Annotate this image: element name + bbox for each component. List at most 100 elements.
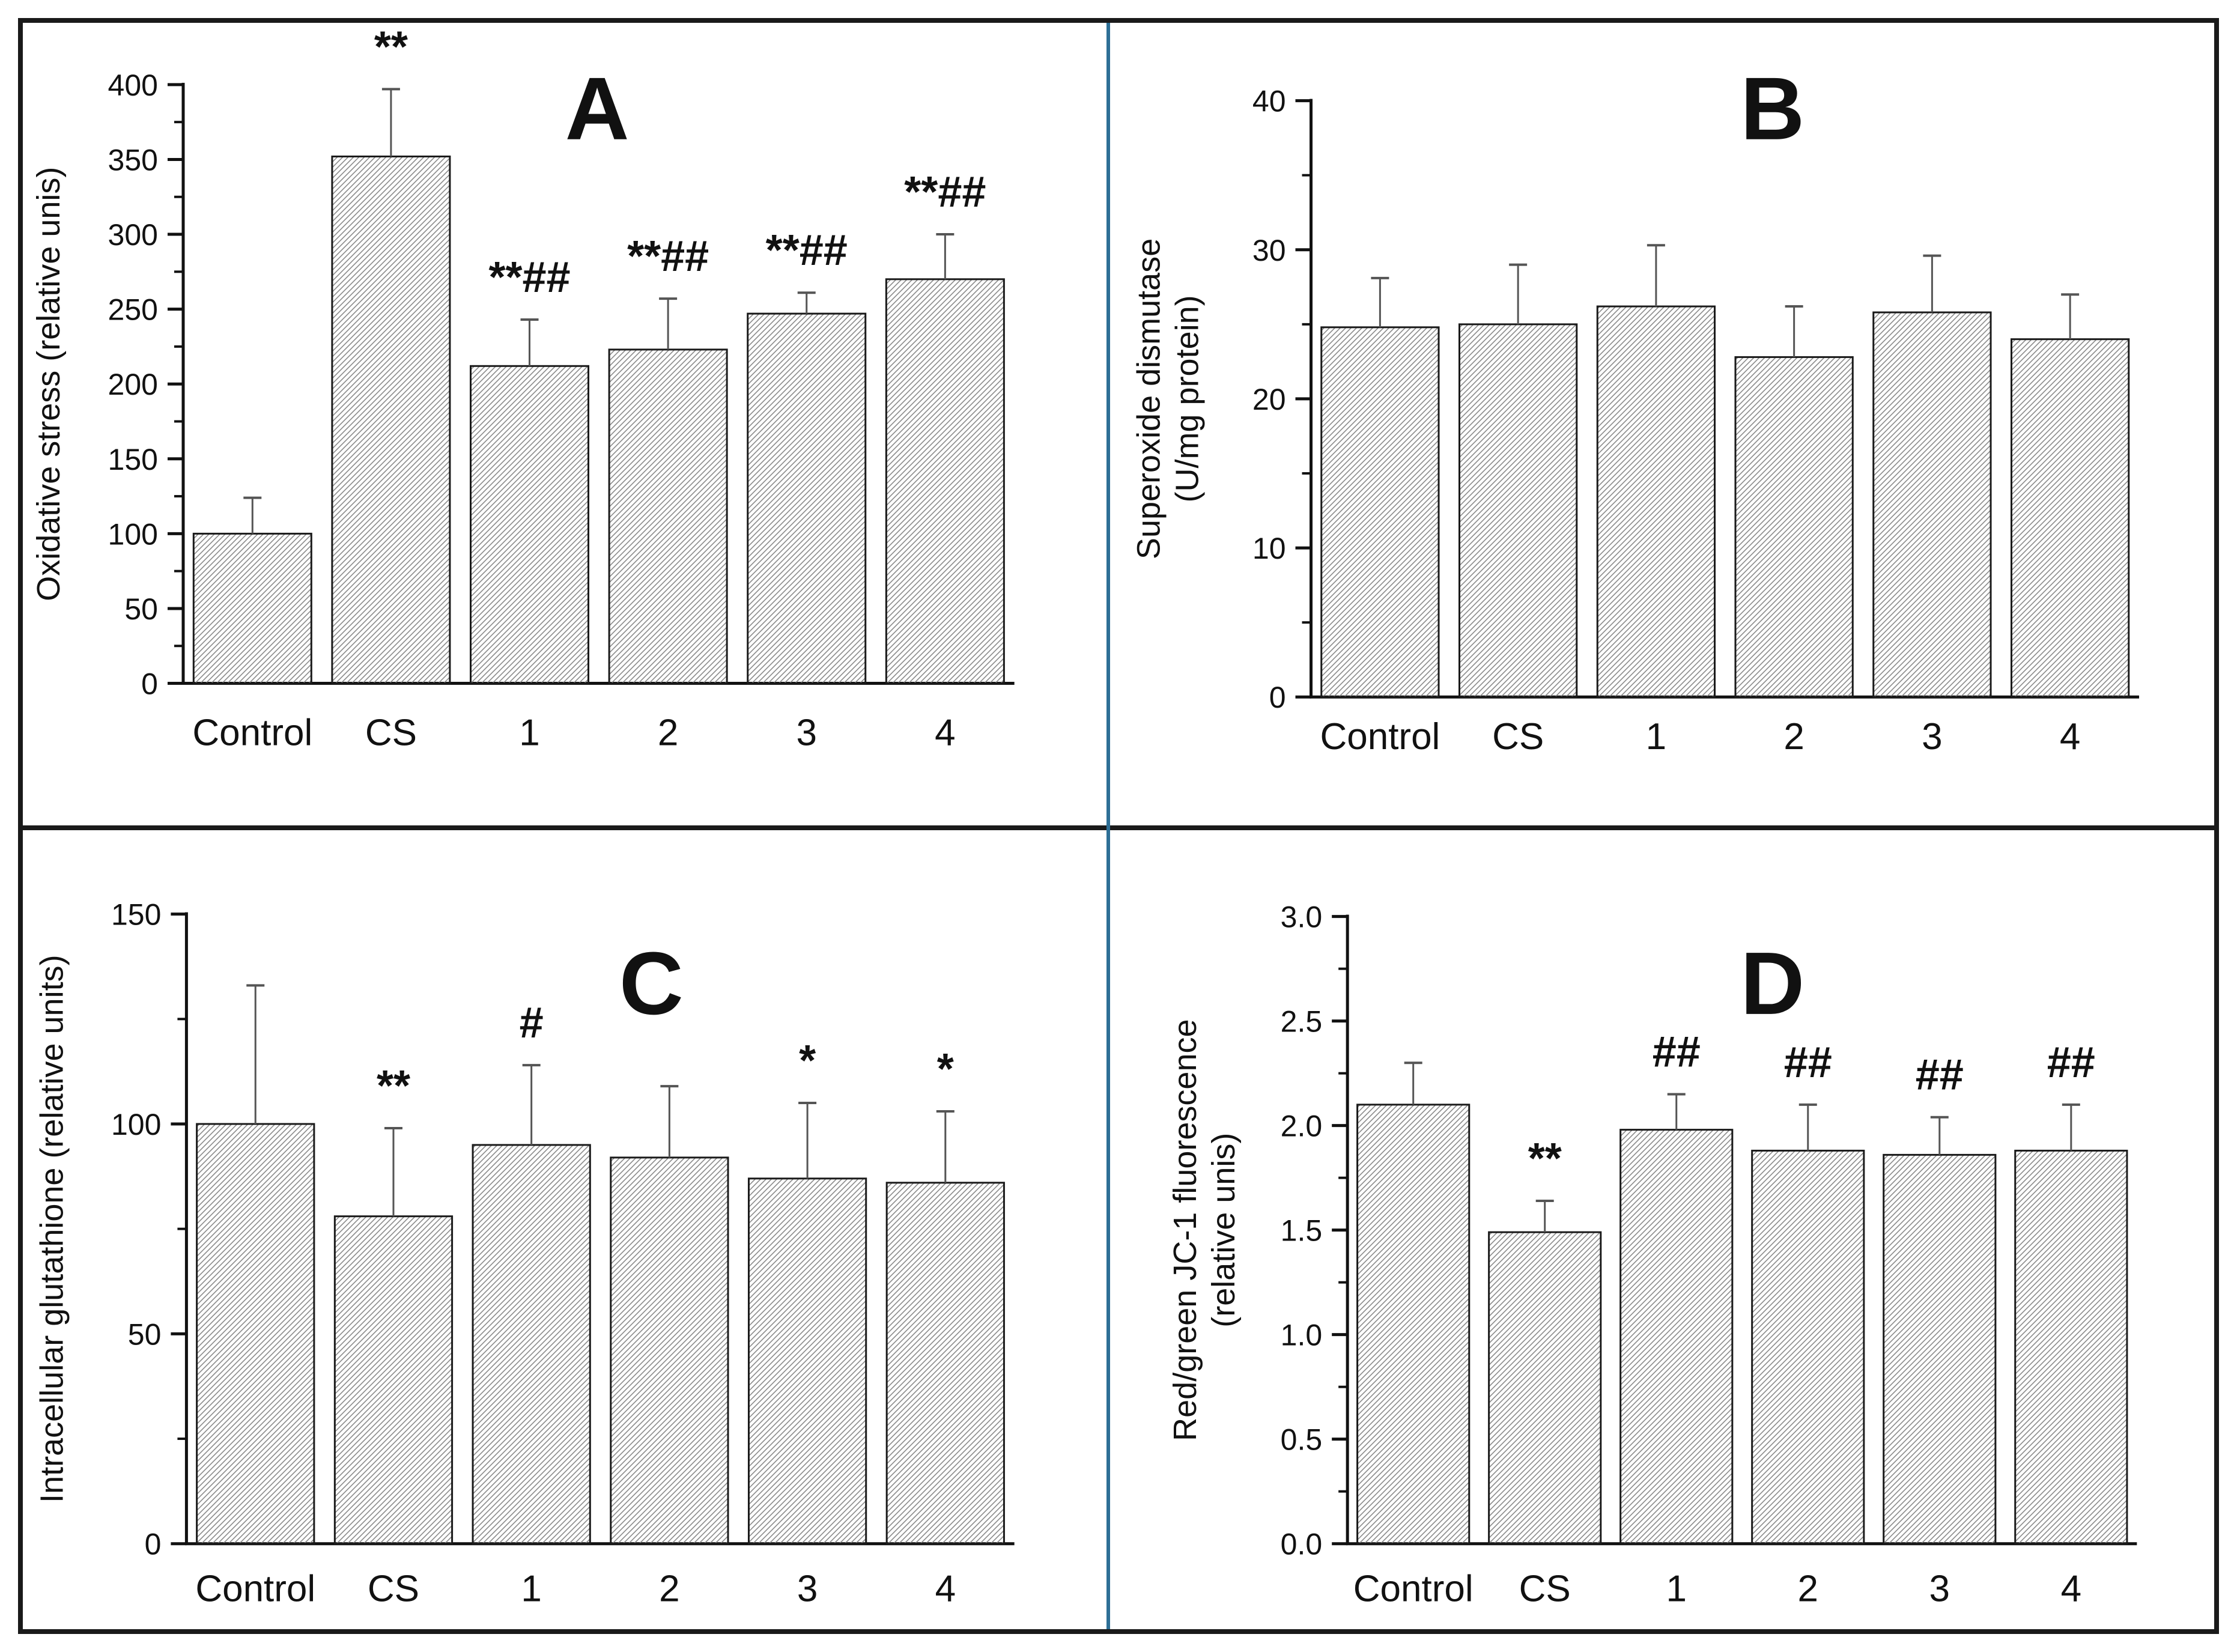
y-axis-label: Intracellular glutathione (relative unit… bbox=[34, 955, 70, 1502]
bar-cs bbox=[1458, 323, 1578, 698]
y-axis-label: Superoxide dismutase(U/mg protein) bbox=[1131, 238, 1206, 559]
x-category-label: CS bbox=[368, 1568, 419, 1609]
x-category-label: 3 bbox=[1922, 716, 1942, 758]
x-category-label: 4 bbox=[2060, 716, 2080, 758]
y-tick-label: 2.5 bbox=[1281, 1005, 1323, 1039]
bar-1 bbox=[1619, 1129, 1734, 1545]
y-tick-label: 2.0 bbox=[1281, 1110, 1323, 1143]
panel-letter-a: A bbox=[565, 59, 630, 159]
significance-marker: ## bbox=[1653, 1028, 1701, 1076]
y-tick-label: 0.0 bbox=[1281, 1528, 1323, 1561]
bar-cs bbox=[333, 1215, 454, 1545]
vertical-divider bbox=[1106, 23, 1110, 1629]
y-tick-label: 350 bbox=[108, 143, 158, 177]
chart-svg-d: Red/green JC-1 fluorescence(relative uni… bbox=[1167, 900, 2137, 1609]
y-tick-label: 0 bbox=[145, 1528, 162, 1561]
significance-marker: ** bbox=[374, 23, 408, 71]
significance-marker: **## bbox=[766, 226, 848, 275]
x-category-label: Control bbox=[192, 712, 312, 753]
significance-marker: **## bbox=[904, 168, 986, 216]
panel-letter-b: B bbox=[1740, 59, 1804, 159]
x-category-label: 2 bbox=[1783, 716, 1804, 758]
panel-letter-d: D bbox=[1740, 934, 1804, 1033]
y-tick-label: 400 bbox=[108, 68, 158, 102]
significance-marker: * bbox=[799, 1037, 816, 1085]
bar-4 bbox=[885, 1182, 1005, 1545]
y-tick-label: 40 bbox=[1252, 85, 1286, 118]
chart-svg-b: Superoxide dismutase(U/mg protein) 0 10 20 3… bbox=[1131, 59, 2140, 758]
y-tick-label: 0.5 bbox=[1281, 1423, 1323, 1457]
bar-2 bbox=[610, 1156, 729, 1545]
bar-4 bbox=[885, 278, 1005, 685]
x-category-label: 1 bbox=[519, 712, 539, 753]
y-tick-label: 150 bbox=[108, 443, 158, 476]
significance-marker: * bbox=[937, 1045, 954, 1093]
x-category-label: CS bbox=[1519, 1568, 1571, 1609]
bar-control bbox=[192, 532, 312, 685]
x-category-label: Control bbox=[1353, 1568, 1474, 1609]
y-tick-label: 200 bbox=[108, 368, 158, 401]
y-tick-label: 10 bbox=[1252, 532, 1286, 565]
x-category-label: 1 bbox=[1666, 1568, 1686, 1609]
y-tick-label: 300 bbox=[108, 218, 158, 252]
x-category-label: CS bbox=[365, 712, 417, 753]
y-tick-label: 1.0 bbox=[1281, 1319, 1323, 1352]
bar-control bbox=[1320, 326, 1440, 698]
panel-c-chart: Intracellular glutathione (relative unit… bbox=[23, 830, 1106, 1629]
x-category-label: Control bbox=[1320, 716, 1440, 758]
significance-marker: ## bbox=[1916, 1051, 1964, 1099]
panel-letter-c: C bbox=[619, 934, 684, 1033]
bar-1 bbox=[470, 365, 590, 685]
significance-marker: **## bbox=[488, 254, 570, 302]
y-tick-label: 20 bbox=[1252, 383, 1286, 416]
significance-marker: ** bbox=[377, 1062, 410, 1110]
bar-2 bbox=[608, 348, 728, 685]
x-category-label: 4 bbox=[2061, 1568, 2081, 1609]
y-tick-label: 30 bbox=[1252, 234, 1286, 267]
y-tick-label: 0 bbox=[141, 667, 158, 701]
x-category-label: 2 bbox=[658, 712, 678, 753]
significance-marker: ## bbox=[1784, 1039, 1832, 1087]
x-category-label: 1 bbox=[521, 1568, 541, 1609]
bar-control bbox=[1356, 1104, 1471, 1545]
bar-1 bbox=[472, 1144, 591, 1545]
y-tick-label: 3.0 bbox=[1281, 900, 1323, 934]
x-category-label: 4 bbox=[935, 1568, 956, 1609]
y-tick-label: 250 bbox=[108, 293, 158, 327]
y-axis-label: Red/green JC-1 fluorescence(relative uni… bbox=[1167, 1019, 1242, 1441]
bar-3 bbox=[1883, 1153, 1997, 1545]
chart-svg-c: Intracellular glutathione (relative unit… bbox=[34, 898, 1015, 1609]
bar-cs bbox=[331, 155, 451, 685]
x-category-label: 2 bbox=[1798, 1568, 1818, 1609]
significance-marker: ## bbox=[2047, 1039, 2095, 1087]
panel-b-chart: Superoxide dismutase(U/mg protein) 0 10 20 3… bbox=[1110, 23, 2214, 825]
x-category-label: 3 bbox=[797, 1568, 818, 1609]
x-category-label: 4 bbox=[935, 712, 955, 753]
y-tick-label: 100 bbox=[108, 517, 158, 551]
x-category-label: 3 bbox=[797, 712, 817, 753]
bar-3 bbox=[1872, 311, 1992, 698]
x-category-label: 3 bbox=[1929, 1568, 1950, 1609]
bar-cs bbox=[1488, 1231, 1602, 1545]
significance-marker: **## bbox=[627, 232, 709, 281]
y-tick-label: 50 bbox=[128, 1317, 162, 1351]
panel-a-chart: Oxidative stress (relative unis) 0 50 100 15… bbox=[23, 23, 1106, 825]
chart-svg-a: Oxidative stress (relative unis) 0 50 100 15… bbox=[31, 23, 1015, 753]
x-category-label: 2 bbox=[659, 1568, 679, 1609]
y-tick-label: 150 bbox=[111, 898, 161, 932]
y-tick-label: 0 bbox=[1269, 681, 1286, 714]
bar-2 bbox=[1751, 1149, 1865, 1545]
horizontal-divider bbox=[23, 825, 2214, 830]
bar-2 bbox=[1734, 356, 1854, 698]
bar-3 bbox=[747, 1177, 867, 1545]
significance-marker: # bbox=[520, 999, 544, 1047]
bar-1 bbox=[1596, 305, 1716, 698]
y-axis-label: Oxidative stress (relative unis) bbox=[31, 167, 67, 601]
bar-4 bbox=[2010, 338, 2130, 698]
y-tick-label: 50 bbox=[124, 592, 158, 626]
bar-4 bbox=[2014, 1149, 2128, 1545]
x-category-label: 1 bbox=[1646, 716, 1666, 758]
x-category-label: CS bbox=[1492, 716, 1544, 758]
bar-3 bbox=[747, 312, 867, 685]
